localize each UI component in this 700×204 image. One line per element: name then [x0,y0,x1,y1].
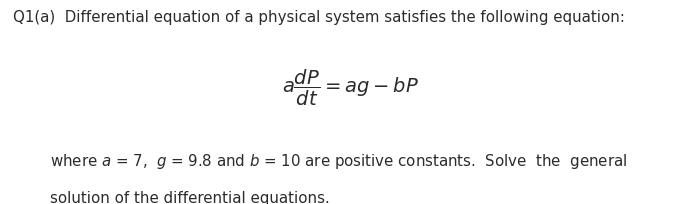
Text: $a \dfrac{dP}{dt} = ag - bP$: $a \dfrac{dP}{dt} = ag - bP$ [281,68,419,108]
Text: solution of the differential equations.: solution of the differential equations. [50,190,330,204]
Text: where $a$ = 7,  $g$ = 9.8 and $b$ = 10 are positive constants.  Solve  the  gene: where $a$ = 7, $g$ = 9.8 and $b$ = 10 ar… [50,151,628,170]
Text: Q1(a)  Differential equation of a physical system satisfies the following equati: Q1(a) Differential equation of a physica… [13,10,624,25]
